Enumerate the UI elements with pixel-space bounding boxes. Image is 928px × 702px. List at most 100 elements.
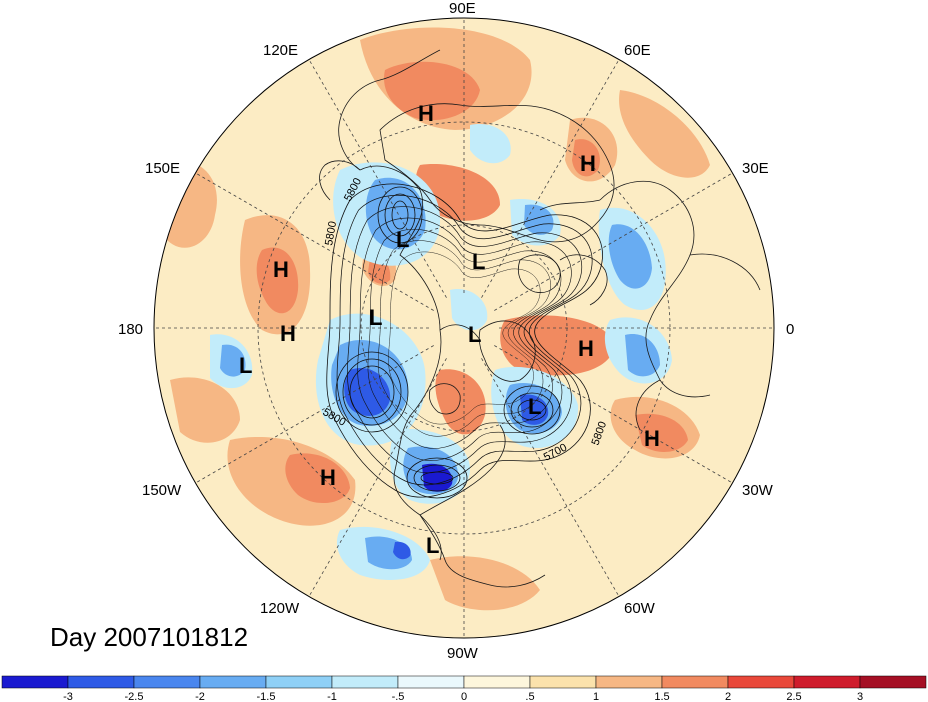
- closed-low-contour: [420, 471, 454, 485]
- meridian-line: [308, 358, 447, 597]
- coastline: [359, 165, 506, 561]
- coastline: [518, 254, 561, 293]
- colorbar-box: [1, 675, 69, 689]
- anomaly-region: [608, 224, 652, 289]
- colorbar-tick-label: 0: [461, 691, 467, 702]
- lon-label-150e: 150E: [145, 160, 180, 177]
- colorbar-tick-label: 3: [857, 691, 863, 702]
- plot-date-title: Day 2007101812: [50, 622, 248, 652]
- coastline: [478, 320, 536, 382]
- colorbar-tick-label: .5: [525, 691, 534, 702]
- meridian-line: [308, 59, 447, 298]
- colorbar-tick-label: -2.5: [125, 691, 144, 702]
- colorbar-tick-label: -1.5: [257, 691, 276, 702]
- colorbar-box: [331, 675, 399, 689]
- map-border: [153, 17, 775, 639]
- closed-low-contour: [377, 186, 423, 244]
- closed-low-contour: [384, 193, 416, 237]
- colorbar-boxes: [1, 675, 927, 689]
- closed-low-contour: [517, 399, 547, 421]
- graticule: [154, 18, 774, 638]
- lon-label-90w: 90W: [447, 645, 479, 662]
- closed-low-contour: [510, 392, 554, 428]
- lon-label-120e: 120E: [263, 42, 298, 59]
- anomaly-region: [635, 413, 688, 452]
- closed-low-contour: [335, 351, 409, 433]
- meridian-line: [481, 59, 620, 298]
- coastline: [428, 383, 461, 415]
- anomaly-region: [430, 556, 540, 611]
- low-center: L: [468, 322, 481, 347]
- coastline: [539, 199, 608, 306]
- closed-low-contour: [342, 358, 402, 426]
- pressure-centers: H H H H H H H L L L L L L L: [239, 101, 660, 558]
- meridian-line: [481, 358, 620, 597]
- meridian-line: [195, 345, 434, 484]
- coastline: [379, 103, 615, 243]
- colorbar-tick-label: 2: [725, 691, 731, 702]
- colorbar-tick-label: 1: [593, 691, 599, 702]
- anomaly-region: [470, 124, 511, 164]
- height-contour: [357, 217, 572, 461]
- anomaly-region: [619, 90, 710, 178]
- height-contours: [326, 183, 603, 499]
- high-center: H: [320, 465, 336, 490]
- low-center: L: [396, 227, 409, 252]
- colorbar-box: [133, 675, 201, 689]
- lon-label-30w: 30W: [742, 482, 774, 499]
- colorbar-box: [595, 675, 663, 689]
- anomaly-region: [393, 541, 411, 560]
- meridian-line: [195, 172, 434, 311]
- anomaly-region: [572, 139, 600, 177]
- colorbar-box: [793, 675, 861, 689]
- colorbar: -3 -2.5 -2 -1.5 -1 -.5 0 .5 1 1.5 2 2.5 3: [1, 675, 927, 702]
- colorbar-tick-labels: -3 -2.5 -2 -1.5 -1 -.5 0 .5 1 1.5 2 2.5 3: [63, 691, 863, 702]
- longitude-labels: 90E 60E 30E 0 30W 60W 90W 120W 150W 180 …: [118, 0, 794, 662]
- lon-label-120w: 120W: [260, 600, 300, 617]
- colorbar-box: [265, 675, 333, 689]
- closed-low-contour: [349, 365, 395, 419]
- lon-label-0: 0: [786, 321, 794, 338]
- anomaly-region: [625, 334, 660, 377]
- coastline: [319, 160, 361, 201]
- lon-label-60e: 60E: [624, 42, 651, 59]
- anomaly-region: [384, 61, 480, 121]
- colorbar-box: [67, 675, 135, 689]
- anomaly-shading: [160, 27, 710, 611]
- meridian-line: [494, 172, 733, 311]
- height-contour: [336, 195, 593, 486]
- anomaly-region: [256, 247, 299, 314]
- colorbar-tick-label: 2.5: [786, 691, 801, 702]
- anomaly-region: [365, 177, 426, 250]
- coastline: [599, 180, 761, 431]
- colorbar-tick-label: -.5: [392, 691, 405, 702]
- map-disc: [154, 18, 774, 638]
- colorbar-box: [463, 675, 531, 689]
- low-center: L: [369, 305, 382, 330]
- height-contour: [347, 206, 583, 474]
- high-center: H: [418, 101, 434, 126]
- colorbar-tick-label: -3: [63, 691, 73, 702]
- colorbar-box: [397, 675, 465, 689]
- lon-label-150w: 150W: [142, 482, 182, 499]
- anomaly-region: [435, 369, 486, 435]
- high-center: H: [644, 426, 660, 451]
- closed-low-contour: [413, 464, 461, 492]
- lon-label-90e: 90E: [449, 0, 476, 17]
- colorbar-box: [199, 675, 267, 689]
- height-contour: [388, 251, 541, 425]
- high-center: H: [578, 336, 594, 361]
- meridian-line: [494, 345, 733, 484]
- colorbar-tick-label: -1: [327, 691, 337, 702]
- colorbar-box: [859, 675, 927, 689]
- lon-label-30e: 30E: [742, 160, 769, 177]
- anomaly-region: [450, 289, 488, 331]
- height-contour: [326, 183, 603, 498]
- closed-low-contour: [406, 457, 468, 499]
- colorbar-box: [727, 675, 795, 689]
- closed-low-contour: [391, 200, 409, 230]
- anomaly-region: [285, 453, 350, 504]
- colorbar-box: [661, 675, 729, 689]
- colorbar-tick-label: 1.5: [654, 691, 669, 702]
